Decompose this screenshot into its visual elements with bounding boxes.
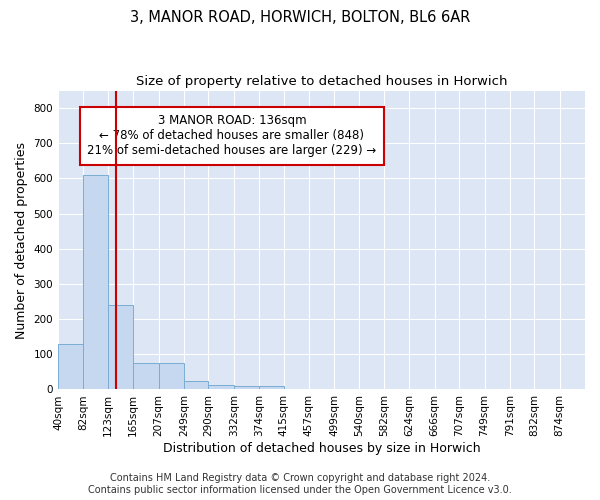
Bar — [233, 386, 259, 390]
Y-axis label: Number of detached properties: Number of detached properties — [15, 142, 28, 338]
Bar — [208, 385, 233, 390]
Bar — [83, 175, 108, 390]
Bar — [108, 305, 133, 390]
Bar — [158, 363, 184, 390]
Bar — [184, 382, 208, 390]
X-axis label: Distribution of detached houses by size in Horwich: Distribution of detached houses by size … — [163, 442, 481, 455]
Bar — [259, 386, 284, 390]
Title: Size of property relative to detached houses in Horwich: Size of property relative to detached ho… — [136, 75, 507, 88]
Bar — [133, 363, 158, 390]
Text: 3, MANOR ROAD, HORWICH, BOLTON, BL6 6AR: 3, MANOR ROAD, HORWICH, BOLTON, BL6 6AR — [130, 10, 470, 25]
Text: Contains HM Land Registry data © Crown copyright and database right 2024.
Contai: Contains HM Land Registry data © Crown c… — [88, 474, 512, 495]
Text: 3 MANOR ROAD: 136sqm
← 78% of detached houses are smaller (848)
21% of semi-deta: 3 MANOR ROAD: 136sqm ← 78% of detached h… — [88, 114, 377, 158]
Bar — [58, 344, 83, 390]
